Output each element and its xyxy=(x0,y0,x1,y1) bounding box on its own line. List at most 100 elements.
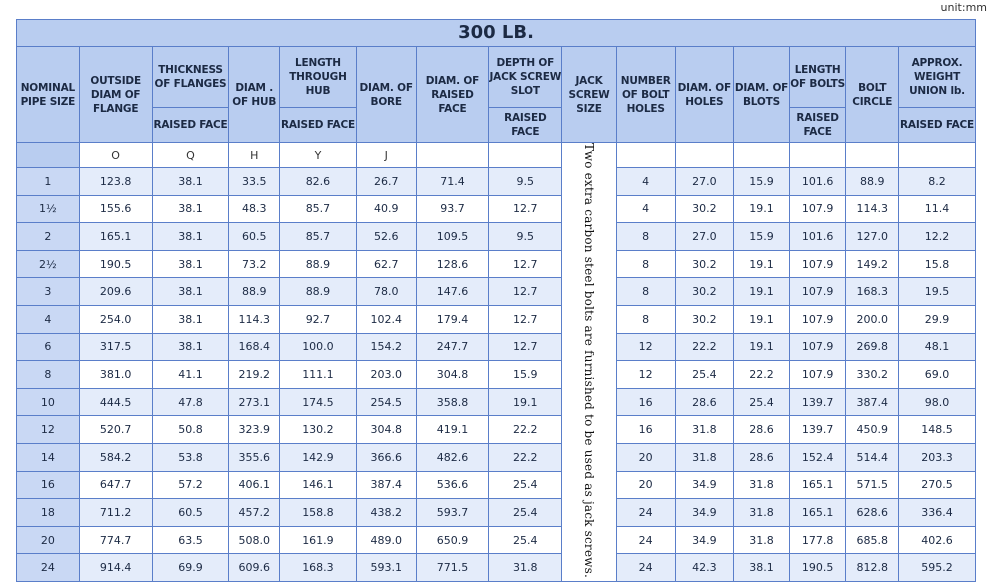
value-cell: 355.6 xyxy=(228,443,280,472)
header-diam-hub: DIAM . OF HUB xyxy=(228,46,280,143)
value-cell: 69.0 xyxy=(898,360,976,389)
value-cell: 174.5 xyxy=(279,387,357,417)
value-cell: 114.3 xyxy=(845,194,900,224)
value-cell: 25.4 xyxy=(488,525,563,555)
value-cell: 323.9 xyxy=(228,415,280,445)
value-cell: 273.1 xyxy=(228,387,280,417)
value-cell: 107.9 xyxy=(788,332,847,362)
header-diam-raised-face: DIAM. OF RAISED FACE xyxy=(415,46,490,143)
value-cell: 33.5 xyxy=(228,167,280,196)
value-cell: 30.2 xyxy=(674,249,735,279)
value-cell: 19.1 xyxy=(488,387,563,417)
header-length-bolts: LENGTH OF BOLTS xyxy=(788,46,847,108)
value-cell: 269.8 xyxy=(845,332,900,362)
value-cell: 82.6 xyxy=(279,167,357,196)
value-cell: 147.6 xyxy=(415,277,490,307)
value-cell: 27.0 xyxy=(674,222,735,251)
code-cell xyxy=(898,141,976,169)
code-cell xyxy=(488,141,563,169)
value-cell: 102.4 xyxy=(355,305,417,334)
value-cell: 63.5 xyxy=(151,525,230,555)
value-cell: 38.1 xyxy=(151,305,230,334)
value-cell: 402.6 xyxy=(898,525,976,555)
value-cell: 69.9 xyxy=(151,553,230,582)
code-cell: J xyxy=(355,141,417,169)
value-cell: 34.9 xyxy=(674,498,735,527)
value-cell: 593.1 xyxy=(355,553,417,582)
jack-screw-note: Two extra carbon steel bolts are furnish… xyxy=(561,142,617,582)
value-cell: 24 xyxy=(615,525,676,555)
value-cell: 609.6 xyxy=(228,553,280,582)
value-cell: 12.7 xyxy=(488,332,563,362)
code-cell xyxy=(733,141,790,169)
value-cell: 914.4 xyxy=(78,553,153,582)
value-cell: 9.5 xyxy=(488,167,563,196)
value-cell: 19.1 xyxy=(733,249,790,279)
value-cell: 88.9 xyxy=(279,277,357,307)
value-cell: 85.7 xyxy=(279,222,357,251)
pipe-size-cell: 2 xyxy=(16,222,80,251)
value-cell: 19.1 xyxy=(733,332,790,362)
pipe-size-cell: 18 xyxy=(16,498,80,527)
code-cell: Y xyxy=(279,141,357,169)
value-cell: 711.2 xyxy=(78,498,153,527)
value-cell: 508.0 xyxy=(228,525,280,555)
header-weight-sub: RAISED FACE xyxy=(898,107,976,143)
value-cell: 482.6 xyxy=(415,443,490,472)
value-cell: 22.2 xyxy=(733,360,790,389)
code-cell xyxy=(845,141,900,169)
value-cell: 101.6 xyxy=(788,167,847,196)
value-cell: 88.9 xyxy=(228,277,280,307)
value-cell: 71.4 xyxy=(415,167,490,196)
code-cell: H xyxy=(228,141,280,169)
value-cell: 177.8 xyxy=(788,525,847,555)
value-cell: 38.1 xyxy=(151,332,230,362)
value-cell: 15.9 xyxy=(733,222,790,251)
value-cell: 406.1 xyxy=(228,470,280,500)
value-cell: 38.1 xyxy=(151,167,230,196)
value-cell: 31.8 xyxy=(488,553,563,582)
value-cell: 25.4 xyxy=(674,360,735,389)
header-thickness: THICKNESS OF FLANGES xyxy=(151,46,230,108)
value-cell: 536.6 xyxy=(415,470,490,500)
table-row: 18 711.2 60.5 457.2 158.8 438.2 593.7 25.4 24 34.… xyxy=(16,498,976,527)
pipe-size-cell: 24 xyxy=(16,553,80,582)
value-cell: 11.4 xyxy=(898,194,976,224)
value-cell: 12 xyxy=(615,360,676,389)
value-cell: 38.1 xyxy=(151,277,230,307)
value-cell: 12.2 xyxy=(898,222,976,251)
value-cell: 8 xyxy=(615,222,676,251)
table-row: 2½ 190.5 38.1 73.2 88.9 62.7 128.6 12.7 8 30.2 19.… xyxy=(16,249,976,279)
value-cell: 19.5 xyxy=(898,277,976,307)
header-length-bolts-sub: RAISED FACE xyxy=(788,107,847,143)
value-cell: 31.8 xyxy=(733,470,790,500)
code-cell xyxy=(415,141,490,169)
value-cell: 25.4 xyxy=(488,470,563,500)
value-cell: 31.8 xyxy=(674,415,735,445)
value-cell: 48.1 xyxy=(898,332,976,362)
value-cell: 38.1 xyxy=(151,249,230,279)
value-cell: 165.1 xyxy=(78,222,153,251)
value-cell: 20 xyxy=(615,470,676,500)
value-cell: 40.9 xyxy=(355,194,417,224)
value-cell: 48.3 xyxy=(228,194,280,224)
value-cell: 38.1 xyxy=(151,194,230,224)
value-cell: 190.5 xyxy=(788,553,847,582)
value-cell: 128.6 xyxy=(415,249,490,279)
value-cell: 107.9 xyxy=(788,249,847,279)
value-cell: 107.9 xyxy=(788,277,847,307)
value-cell: 30.2 xyxy=(674,277,735,307)
header-diam-holes: DIAM. OF HOLES xyxy=(674,46,735,143)
value-cell: 100.0 xyxy=(279,332,357,362)
value-cell: 109.5 xyxy=(415,222,490,251)
value-cell: 38.1 xyxy=(151,222,230,251)
table-title: 300 LB. xyxy=(16,19,976,47)
value-cell: 88.9 xyxy=(845,167,900,196)
value-cell: 57.2 xyxy=(151,470,230,500)
value-cell: 24 xyxy=(615,553,676,582)
value-cell: 203.3 xyxy=(898,443,976,472)
value-cell: 254.5 xyxy=(355,387,417,417)
value-cell: 366.6 xyxy=(355,443,417,472)
value-cell: 15.8 xyxy=(898,249,976,279)
value-cell: 127.0 xyxy=(845,222,900,251)
